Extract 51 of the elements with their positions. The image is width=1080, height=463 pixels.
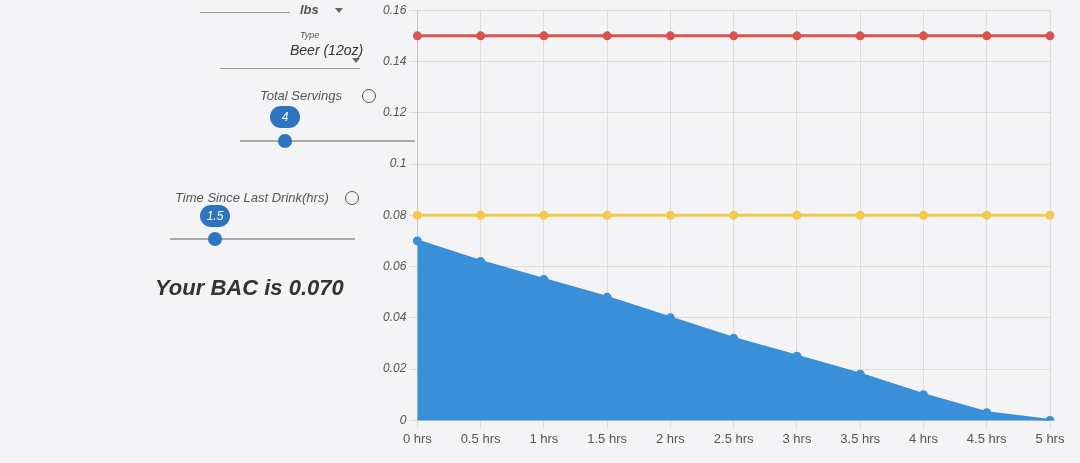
x-tick-label: 0.5 hrs (460, 430, 501, 446)
point (602, 31, 612, 41)
text: 4 (270, 106, 300, 128)
point (729, 31, 739, 41)
point (1045, 210, 1055, 220)
point (982, 210, 992, 220)
y-tick-label: 0.14 (383, 53, 407, 68)
text: lbs (300, 2, 319, 17)
x-tick-label: 4.5 hrs (966, 430, 1008, 446)
point (1045, 31, 1055, 41)
y-tick-label: 0.16 (383, 2, 407, 17)
point (539, 210, 549, 220)
point (855, 31, 865, 41)
text: Beer (12oz) (290, 42, 364, 58)
x-tick-label: 0 hrs (402, 430, 433, 446)
y-tick-label: 0.06 (383, 258, 407, 273)
point (982, 31, 992, 41)
point (412, 236, 422, 246)
point (918, 31, 928, 41)
x-tick-label: 5 hrs (1035, 430, 1065, 446)
x-tick-label: 2.5 hrs (713, 430, 755, 446)
x-tick-label: 4 hrs (909, 430, 939, 446)
point (792, 31, 802, 41)
y-tick-label: 0 (399, 412, 407, 427)
point (665, 210, 675, 220)
x-tick-label: 1.5 hrs (587, 430, 628, 446)
text: Time Since Last Drink(hrs) (175, 190, 329, 205)
point (476, 210, 486, 220)
x-tick-label: 2 hrs (655, 430, 686, 446)
y-tick-label: 0.04 (383, 310, 407, 325)
text: 1.5 (200, 205, 230, 227)
text: Type (300, 30, 320, 40)
x-tick-label: 3.5 hrs (840, 430, 881, 446)
y-tick-label: 0.12 (383, 105, 407, 120)
point (855, 210, 865, 220)
y-tick-label: 0.02 (383, 361, 407, 376)
x-tick-label: 1 hrs (529, 430, 559, 446)
point (539, 31, 549, 41)
point (412, 31, 422, 41)
point (792, 210, 802, 220)
x-tick-label: 3 hrs (782, 430, 812, 446)
point (918, 210, 928, 220)
point (476, 31, 486, 41)
y-tick-label: 0.08 (383, 207, 407, 222)
y-tick-label: 0.1 (389, 156, 407, 171)
text: Total Servings (260, 88, 342, 103)
point (665, 31, 675, 41)
point (602, 210, 612, 220)
text: Your BAC is 0.070 (155, 275, 344, 301)
point (729, 210, 739, 220)
point (412, 210, 422, 220)
